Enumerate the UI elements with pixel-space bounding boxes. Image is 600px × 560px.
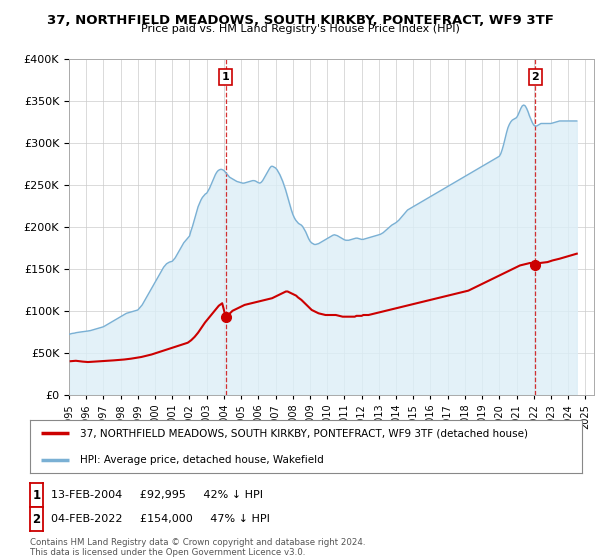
Text: 13-FEB-2004     £92,995     42% ↓ HPI: 13-FEB-2004 £92,995 42% ↓ HPI — [51, 490, 263, 500]
Text: 37, NORTHFIELD MEADOWS, SOUTH KIRKBY, PONTEFRACT, WF9 3TF: 37, NORTHFIELD MEADOWS, SOUTH KIRKBY, PO… — [47, 14, 553, 27]
Text: 1: 1 — [32, 488, 41, 502]
Text: HPI: Average price, detached house, Wakefield: HPI: Average price, detached house, Wake… — [80, 455, 323, 465]
Text: Contains HM Land Registry data © Crown copyright and database right 2024.
This d: Contains HM Land Registry data © Crown c… — [30, 538, 365, 557]
Text: 2: 2 — [532, 72, 539, 82]
Text: 1: 1 — [222, 72, 230, 82]
Text: Price paid vs. HM Land Registry's House Price Index (HPI): Price paid vs. HM Land Registry's House … — [140, 24, 460, 34]
Text: 04-FEB-2022     £154,000     47% ↓ HPI: 04-FEB-2022 £154,000 47% ↓ HPI — [51, 514, 270, 524]
Text: 2: 2 — [32, 512, 41, 526]
Text: 37, NORTHFIELD MEADOWS, SOUTH KIRKBY, PONTEFRACT, WF9 3TF (detached house): 37, NORTHFIELD MEADOWS, SOUTH KIRKBY, PO… — [80, 428, 527, 438]
